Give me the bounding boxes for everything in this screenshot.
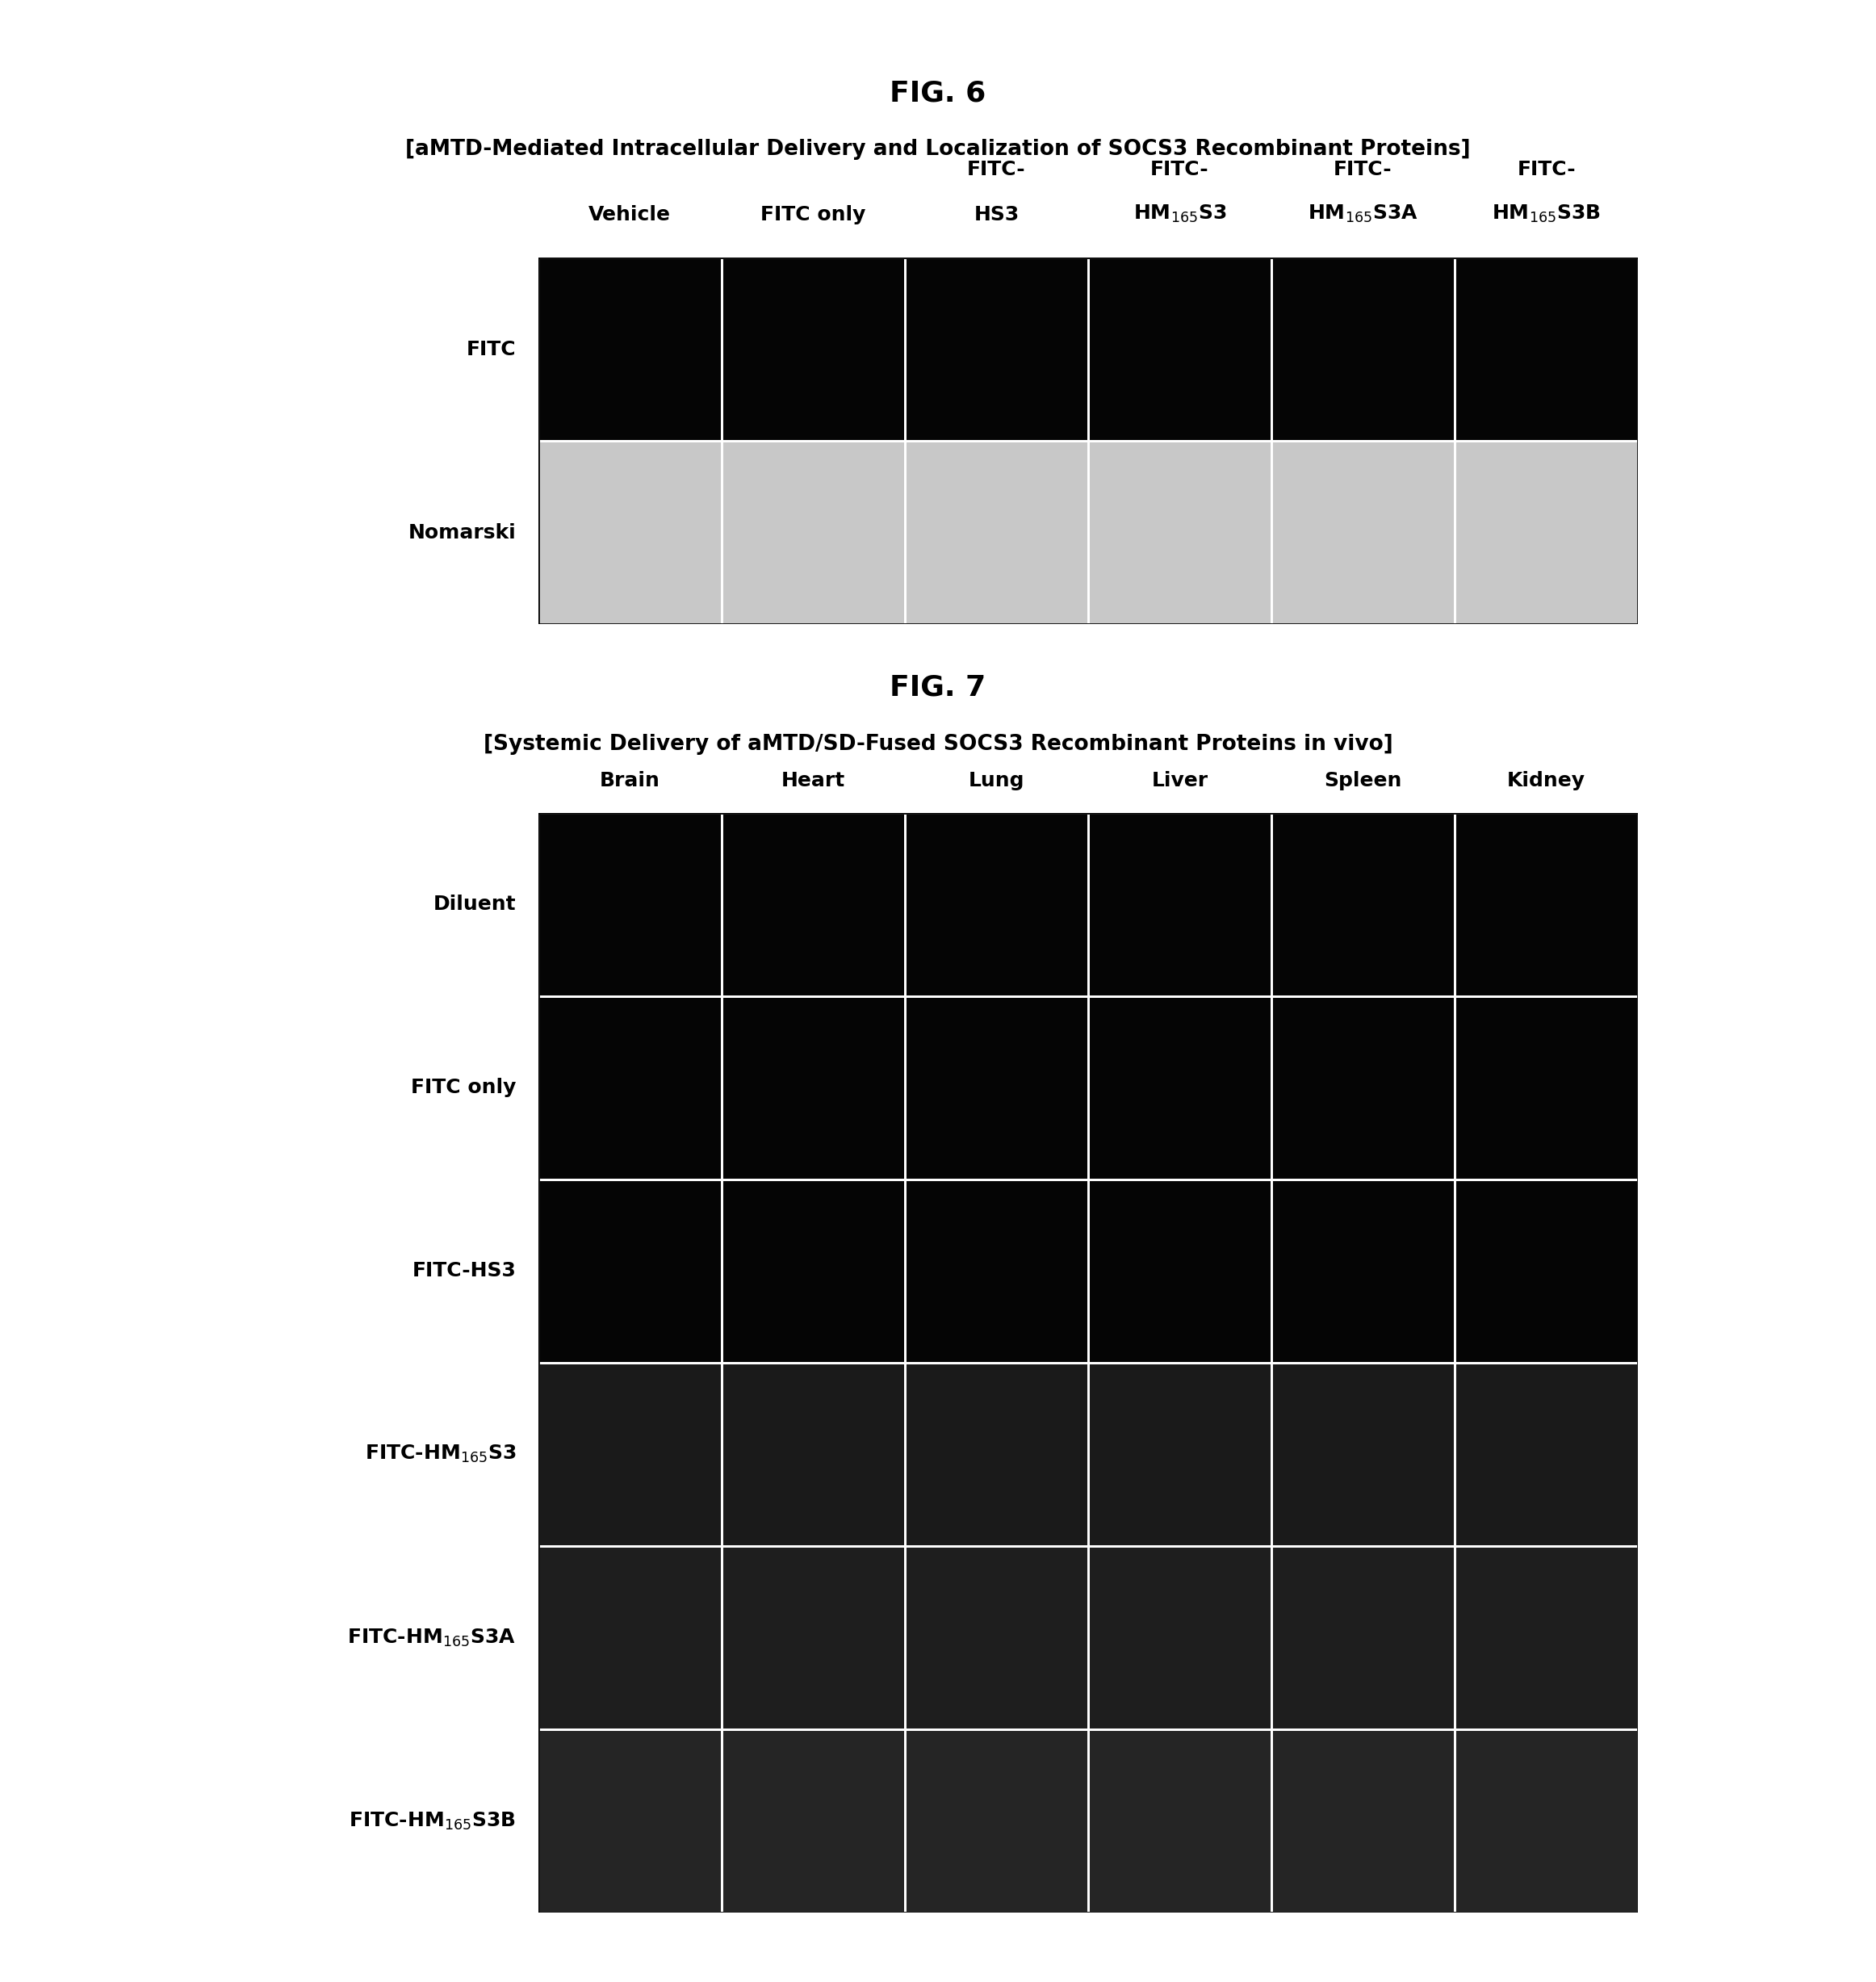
Text: FITC only: FITC only <box>411 1078 516 1098</box>
Text: FITC-HM$_{165}$S3B: FITC-HM$_{165}$S3B <box>349 1810 516 1831</box>
Text: FIG. 6: FIG. 6 <box>889 79 987 107</box>
Text: [Systemic Delivery of aMTD/SD-Fused SOCS3 Recombinant Proteins in vivo]: [Systemic Delivery of aMTD/SD-Fused SOCS… <box>484 733 1392 755</box>
Bar <box>1088 813 1272 995</box>
Bar <box>722 1362 904 1546</box>
Bar <box>722 1179 904 1364</box>
Text: HM$_{165}$S3B: HM$_{165}$S3B <box>1491 204 1600 224</box>
Bar <box>1272 995 1454 1179</box>
Bar <box>904 440 1088 624</box>
Text: FITC: FITC <box>467 339 516 359</box>
Bar <box>904 258 1088 440</box>
Bar <box>1088 995 1272 1179</box>
Bar <box>1272 1362 1454 1546</box>
Bar <box>904 1179 1088 1364</box>
Bar <box>722 258 904 440</box>
Text: [aMTD-Mediated Intracellular Delivery and Localization of SOCS3 Recombinant Prot: [aMTD-Mediated Intracellular Delivery an… <box>405 139 1471 161</box>
Text: HM$_{165}$S3: HM$_{165}$S3 <box>1133 204 1227 224</box>
Text: Spleen: Spleen <box>1324 771 1401 791</box>
Text: FITC-: FITC- <box>1334 159 1392 178</box>
Bar <box>1454 995 1638 1179</box>
Bar <box>538 1546 722 1728</box>
Bar <box>538 995 722 1179</box>
Text: HM$_{165}$S3A: HM$_{165}$S3A <box>1308 204 1418 224</box>
Bar <box>722 440 904 624</box>
Bar <box>1088 1179 1272 1364</box>
Text: Vehicle: Vehicle <box>589 206 672 224</box>
Bar <box>722 1728 904 1913</box>
Text: FITC-HM$_{165}$S3A: FITC-HM$_{165}$S3A <box>347 1627 516 1649</box>
Bar <box>1454 1179 1638 1364</box>
Bar <box>538 1728 722 1913</box>
Text: Kidney: Kidney <box>1506 771 1585 791</box>
Text: FIG. 7: FIG. 7 <box>889 674 987 702</box>
Text: Liver: Liver <box>1152 771 1208 791</box>
Bar <box>1272 258 1454 440</box>
Bar <box>538 813 722 995</box>
Text: FITC-: FITC- <box>1150 159 1208 178</box>
Bar <box>1454 1362 1638 1546</box>
Bar <box>904 995 1088 1179</box>
Bar <box>1272 1546 1454 1728</box>
Bar <box>904 1362 1088 1546</box>
Bar <box>1272 1179 1454 1364</box>
Text: FITC-HS3: FITC-HS3 <box>413 1261 516 1280</box>
Text: Brain: Brain <box>600 771 660 791</box>
Bar <box>722 813 904 995</box>
Bar <box>538 1362 722 1546</box>
Bar <box>1454 1546 1638 1728</box>
Bar <box>904 1546 1088 1728</box>
Text: FITC-HM$_{165}$S3: FITC-HM$_{165}$S3 <box>364 1443 516 1465</box>
Bar <box>1088 1728 1272 1913</box>
Bar <box>1454 813 1638 995</box>
Bar <box>538 440 722 624</box>
Text: Heart: Heart <box>780 771 844 791</box>
Bar <box>722 1546 904 1728</box>
Bar <box>722 995 904 1179</box>
Bar <box>1454 258 1638 440</box>
Bar <box>1272 1728 1454 1913</box>
Bar <box>538 1179 722 1364</box>
Text: HS3: HS3 <box>974 206 1019 224</box>
Bar <box>904 813 1088 995</box>
Text: FITC only: FITC only <box>760 206 865 224</box>
Bar <box>1088 1362 1272 1546</box>
Text: Diluent: Diluent <box>433 894 516 914</box>
Bar <box>1088 440 1272 624</box>
Bar <box>1088 1546 1272 1728</box>
Bar <box>904 1728 1088 1913</box>
Bar <box>1454 1728 1638 1913</box>
Bar <box>1454 440 1638 624</box>
Bar <box>1088 258 1272 440</box>
Text: FITC-: FITC- <box>968 159 1026 178</box>
Text: Nomarski: Nomarski <box>409 523 516 543</box>
Bar <box>538 258 722 440</box>
Text: Lung: Lung <box>968 771 1024 791</box>
Bar <box>1272 440 1454 624</box>
Text: FITC-: FITC- <box>1518 159 1576 178</box>
Bar <box>1272 813 1454 995</box>
